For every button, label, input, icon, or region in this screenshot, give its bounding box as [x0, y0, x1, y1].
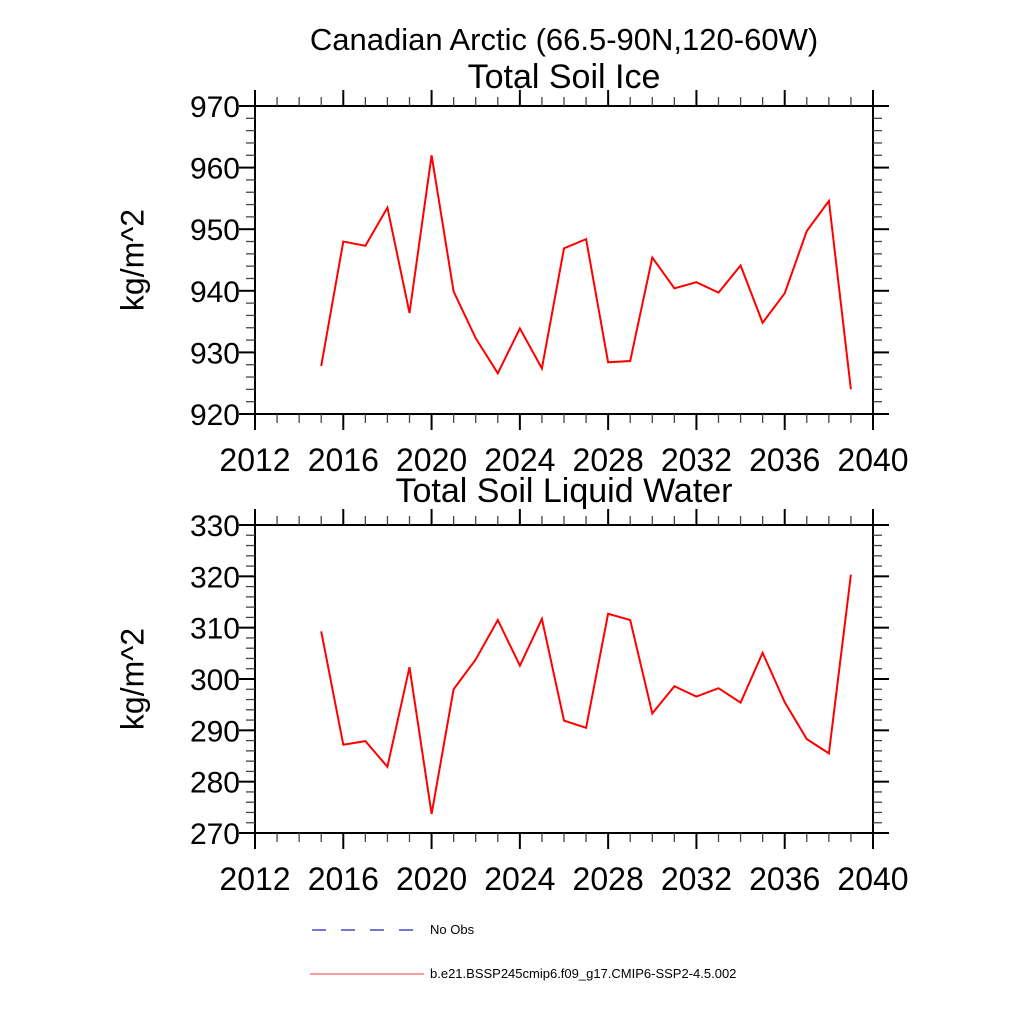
y-tick-label: 930 [190, 337, 240, 370]
legend-run-swatch [310, 973, 424, 975]
x-tick-label: 2032 [661, 442, 732, 478]
x-tick-label: 2024 [484, 442, 555, 478]
x-tick-label: 2016 [308, 861, 379, 897]
x-tick-label: 2012 [219, 861, 290, 897]
y-tick-label: 330 [190, 510, 240, 543]
x-tick-label: 2020 [396, 442, 467, 478]
y-tick-label: 920 [190, 399, 240, 432]
y-tick-label: 270 [190, 818, 240, 851]
x-tick-label: 2040 [837, 861, 908, 897]
legend-no-obs-swatch [312, 929, 417, 931]
x-tick-label: 2036 [749, 442, 820, 478]
x-tick-label: 2016 [308, 442, 379, 478]
legend-no-obs-label: No Obs [430, 922, 475, 937]
x-tick-label: 2040 [837, 442, 908, 478]
y-tick-label: 320 [190, 561, 240, 594]
main-title: Canadian Arctic (66.5-90N,120-60W) [309, 22, 819, 57]
series-line [320, 574, 852, 815]
x-tick-label: 2032 [661, 861, 732, 897]
y-tick-label: 300 [190, 664, 240, 697]
x-tick-label: 2020 [396, 861, 467, 897]
plot-frame [254, 105, 874, 415]
legend-run-label: b.e21.BSSP245cmip6.f09_g17.CMIP6-SSP2-4.… [430, 966, 737, 981]
x-tick-label: 2024 [484, 861, 555, 897]
total-soil-liquid-water-plot: 2012 2016 2020 2024 2028 2032 2036 2040 270 280 29… [190, 509, 909, 897]
plot-frame [254, 524, 874, 834]
chart1-title: Total Soil Ice [467, 58, 661, 96]
x-tick-label: 2036 [749, 861, 820, 897]
x-tick-label: 2028 [573, 442, 644, 478]
series-line [320, 155, 852, 390]
y-tick-label: 960 [190, 153, 240, 186]
chart2-title: Total Soil Liquid Water [395, 472, 733, 510]
x-tick-label: 2028 [573, 861, 644, 897]
y-tick-label: 970 [190, 91, 240, 124]
y-tick-label: 940 [190, 276, 240, 309]
y-tick-label: 950 [190, 214, 240, 247]
total-soil-ice-plot: 2012 2016 2020 2024 2028 2032 2036 2040 920 930 94… [190, 90, 909, 478]
x-tick-label: 2012 [219, 442, 290, 478]
y-tick-label: 310 [190, 613, 240, 646]
y-tick-label: 290 [190, 715, 240, 748]
y-tick-label: 280 [190, 767, 240, 800]
